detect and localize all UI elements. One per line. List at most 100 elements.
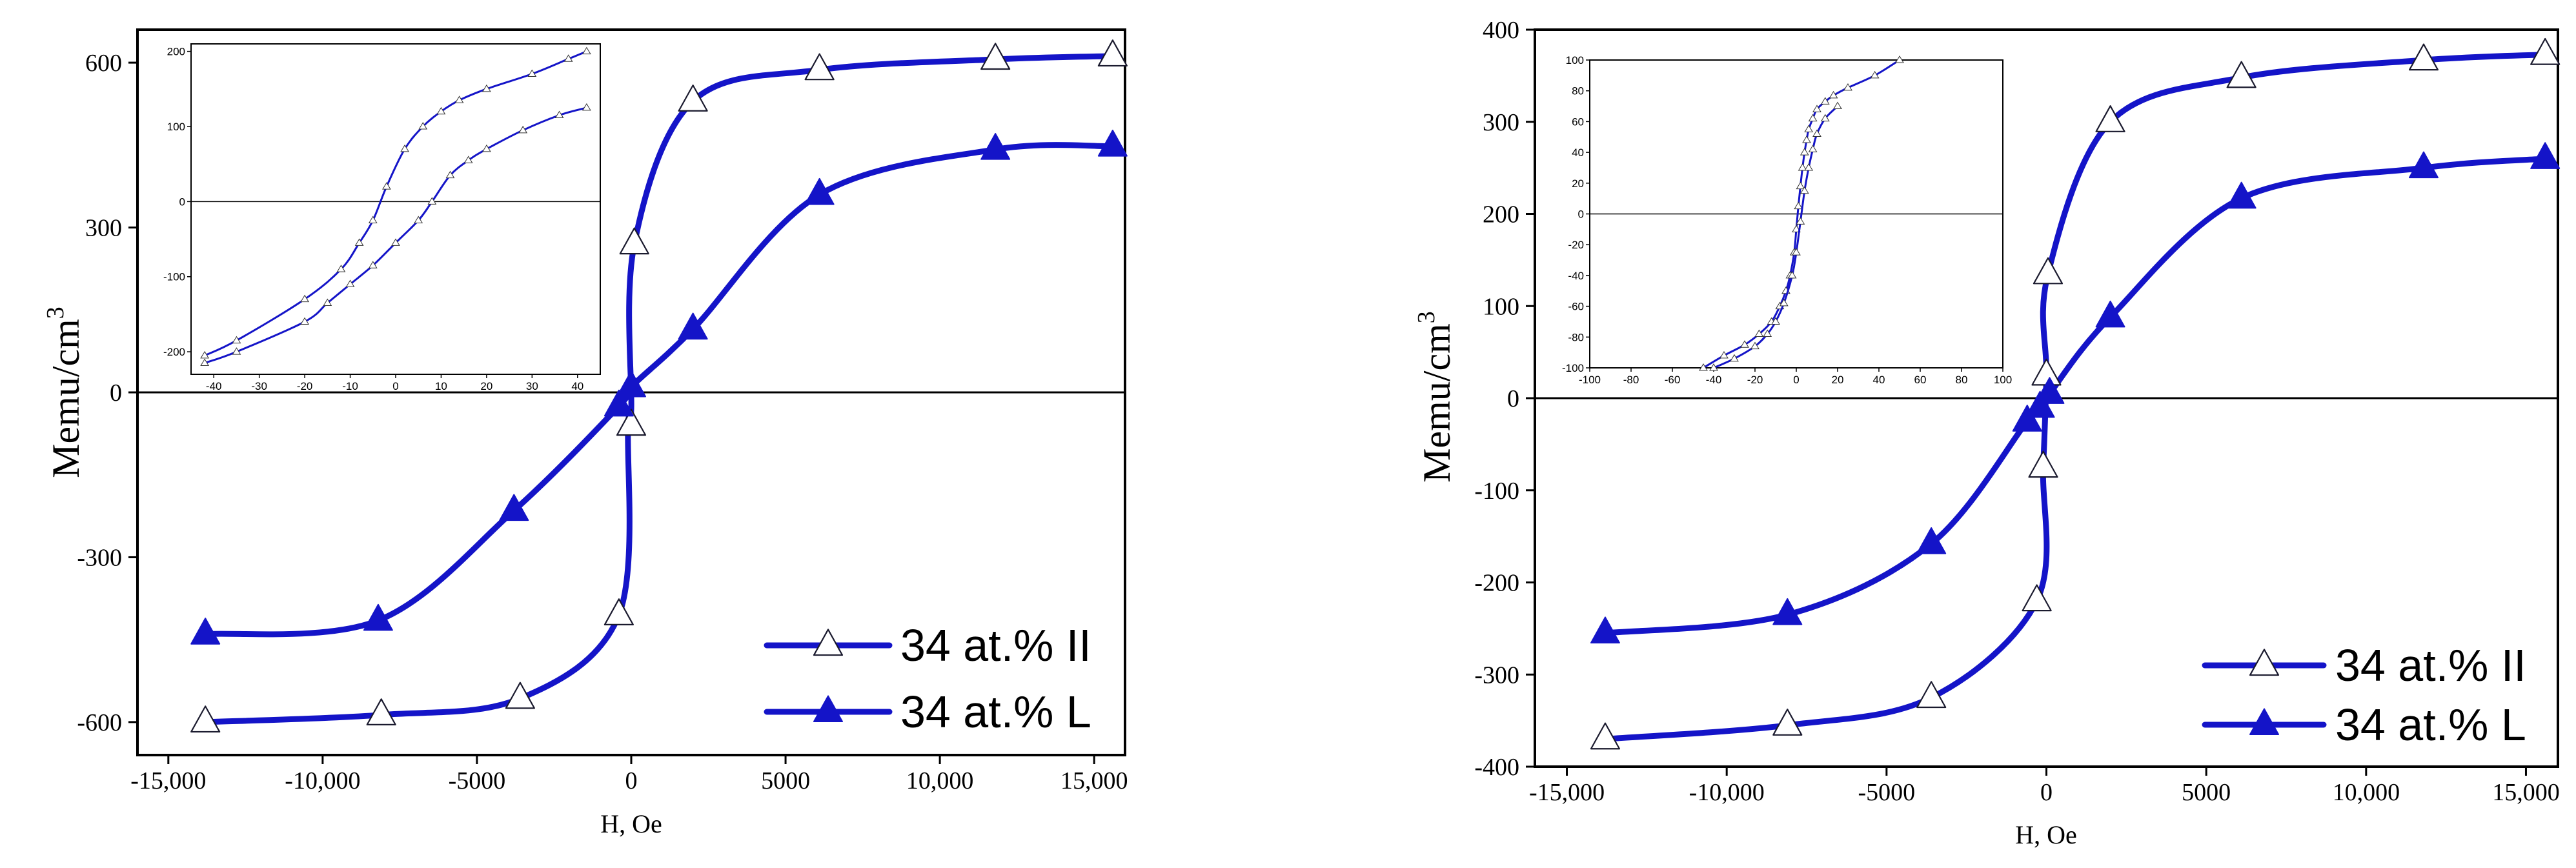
data-point-0-10 <box>2530 37 2561 65</box>
x-tick-label: 5000 <box>761 767 810 794</box>
y-tick-label: 0 <box>110 379 122 407</box>
data-point-1-3 <box>2012 405 2042 432</box>
data-point-1-9 <box>2530 142 2561 169</box>
inset-point <box>445 170 455 179</box>
right-y-axis-label: Memu/cm3 <box>1413 311 1458 483</box>
data-point-1-0 <box>1590 616 1620 644</box>
inset-y-tick-label: -200 <box>163 346 185 358</box>
right-x-ticks: -15,000 -10,000 -5000 0 5000 10,000 15,000 <box>1529 767 2560 806</box>
data-point-0-6 <box>2033 257 2064 285</box>
inset-y-tick-label: 60 <box>1572 116 1584 128</box>
inset-point <box>518 125 528 134</box>
legend-marker <box>2249 708 2279 736</box>
inset-y-tick-label: -100 <box>163 271 185 283</box>
right-chart: -15,000 -10,000 -5000 0 5000 10,000 15,000 -40… <box>1413 17 2561 849</box>
y-tick-label: 400 <box>1483 17 1519 44</box>
y-tick-label: -300 <box>1474 661 1519 689</box>
data-point-1-1 <box>1772 598 1803 625</box>
inset-point <box>1804 125 1814 132</box>
inset-point <box>1740 340 1749 348</box>
data-point-1-7 <box>980 133 1011 160</box>
data-point-1-7 <box>2226 181 2257 209</box>
data-point-1-6 <box>2095 300 2125 328</box>
inset-point <box>1812 129 1821 137</box>
inset-point <box>323 298 332 306</box>
left-inset-y-ticks: -200 -100 0 100 200 <box>163 46 191 358</box>
data-point-0-4 <box>616 409 647 436</box>
x-tick-label: -10,000 <box>1689 779 1765 806</box>
inset-y-tick-label: 0 <box>179 196 185 208</box>
inset-x-tick-label: -60 <box>1665 374 1681 386</box>
data-point-1-4 <box>2025 390 2055 418</box>
inset-x-tick-label: 0 <box>392 380 398 392</box>
inset-point <box>1754 329 1764 338</box>
inset-point <box>1792 225 1801 232</box>
left-legend-label-1: 34 at.% L <box>900 687 1091 737</box>
data-point-1-2 <box>499 494 529 521</box>
inset-point <box>1794 201 1803 210</box>
inset-point <box>463 156 473 163</box>
inset-x-tick-label: -30 <box>251 380 267 392</box>
inset-x-tick-label: -40 <box>1706 374 1722 386</box>
inset-point <box>300 317 309 325</box>
inset-y-tick-label: 20 <box>1572 177 1584 190</box>
right-y-ticks: -400 -300 -200 -100 0 100 200 300 400 <box>1474 17 1535 781</box>
inset-point <box>354 238 364 246</box>
inset-x-tick-label: 10 <box>435 380 447 392</box>
inset-point <box>582 103 591 111</box>
left-inset-x-ticks: -40 -30 -20 -10 0 10 20 30 40 <box>206 374 583 392</box>
left-y-axis-label: Memu/cm3 <box>42 307 87 478</box>
data-point-1-4 <box>616 370 646 398</box>
inset-point <box>1796 217 1805 225</box>
data-point-1-8 <box>1097 129 1128 157</box>
inset-point <box>563 54 573 62</box>
inset-point <box>368 261 378 268</box>
x-tick-label: 5000 <box>2182 779 2231 806</box>
data-point-1-5 <box>678 312 708 340</box>
inset-y-tick-label: -60 <box>1568 301 1584 313</box>
inset-point <box>418 122 428 130</box>
inset-point <box>1870 70 1880 79</box>
inset-point <box>1779 298 1789 307</box>
inset-x-tick-label: 0 <box>1793 374 1799 386</box>
inset-point <box>1800 148 1809 156</box>
y-tick-label: -300 <box>77 544 122 571</box>
left-series <box>190 39 1128 733</box>
data-point-0-5 <box>619 227 649 255</box>
inset-point <box>1895 56 1904 63</box>
y-tick-label: 600 <box>85 50 122 77</box>
left-x-axis-label: H, Oe <box>600 809 662 838</box>
y-tick-label: -600 <box>77 709 122 736</box>
inset-point <box>1808 145 1818 152</box>
data-point-0-2 <box>1916 681 1947 709</box>
right-series <box>1590 37 2561 750</box>
inset-point <box>1709 363 1718 371</box>
inset-point <box>527 69 537 77</box>
data-point-0-0 <box>1590 722 1621 750</box>
right-legend-item-open <box>2202 649 2327 676</box>
x-tick-label: -5000 <box>1858 779 1916 806</box>
y-tick-label: 0 <box>1507 385 1519 412</box>
right-legend-label-0: 34 at.% II <box>2335 640 2526 691</box>
inset-point <box>368 216 378 223</box>
left-legend-item-filled <box>764 695 893 723</box>
left-legend-item-open <box>764 629 893 656</box>
inset-x-tick-label: 20 <box>1832 374 1844 386</box>
inset-point <box>391 238 400 246</box>
inset-point <box>1833 101 1842 110</box>
y-tick-label: 200 <box>1483 201 1519 228</box>
inset-point <box>200 350 210 359</box>
legend-marker <box>2249 649 2280 676</box>
right-x-axis-label: H, Oe <box>2015 820 2077 849</box>
inset-point <box>1804 163 1814 171</box>
inset-y-tick-label: 40 <box>1572 146 1584 159</box>
inset-point <box>1820 114 1830 122</box>
inset-y-tick-label: 0 <box>1578 208 1584 221</box>
x-tick-label: -15,000 <box>1529 779 1605 806</box>
x-tick-label: -5000 <box>449 767 506 794</box>
x-tick-label: 10,000 <box>906 767 974 794</box>
legend-marker <box>813 695 843 723</box>
inset-point <box>554 110 564 119</box>
